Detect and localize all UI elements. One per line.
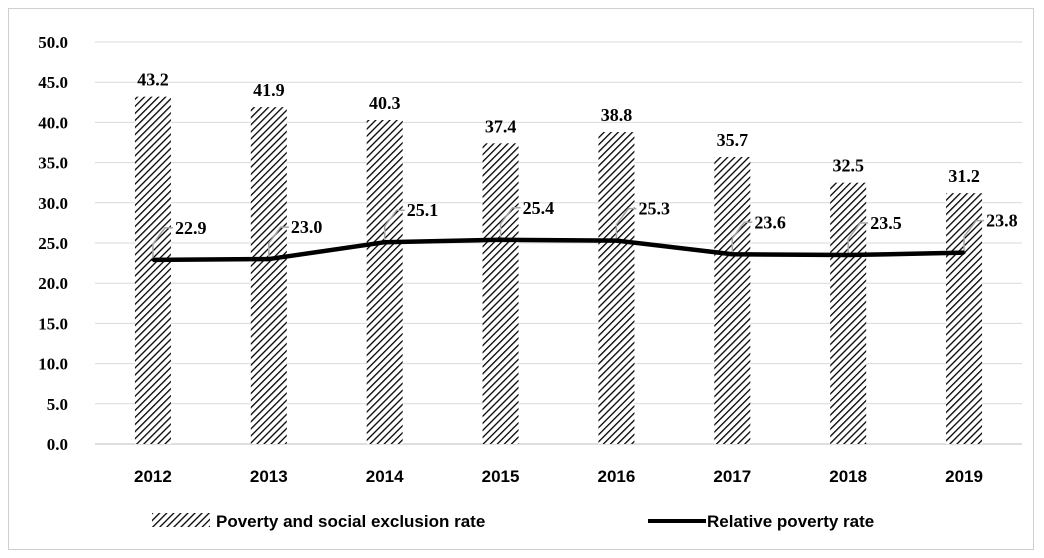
line-value-label: 25.4 [523,198,555,218]
y-tick-label: 0.0 [47,435,68,454]
y-tick-label: 10.0 [38,355,68,374]
leader-line [731,221,753,255]
leader-line [615,207,637,241]
x-tick-label: 2017 [713,467,751,486]
line-value-label: 25.1 [407,200,439,220]
gridlines [95,41,1022,445]
x-tick-label: 2014 [366,467,404,486]
bar [714,156,751,445]
bar [366,119,403,444]
y-tick-label: 25.0 [38,234,68,253]
x-tick-label: 2015 [482,467,520,486]
line-point [962,251,966,255]
y-tick-label: 45.0 [38,73,68,92]
leader-line [963,219,985,253]
legend-swatch-bars [152,513,210,527]
line-point [499,238,503,242]
y-tick-label: 30.0 [38,194,68,213]
bar-value-label: 35.7 [717,130,749,150]
legend-label-bars: Poverty and social exclusion rate [216,512,485,531]
bar-series [134,96,983,445]
line-value-label: 23.0 [291,217,323,237]
bar [250,107,287,445]
x-axis-ticks: 2012 2013 2014 2015 2016 2017 2018 2019 [134,467,983,486]
y-tick-label: 15.0 [38,314,68,333]
line-series-path [152,237,965,263]
y-tick-label: 5.0 [47,395,68,414]
y-tick-label: 50.0 [38,33,68,52]
y-tick-label: 40.0 [38,113,68,132]
line-label-leaders [152,207,985,260]
leader-line [152,227,173,260]
y-tick-label: 20.0 [38,274,68,293]
bar [598,132,635,444]
leader-line [499,207,521,240]
bar-value-label: 31.2 [948,166,980,186]
line-point [267,257,271,261]
leader-line [847,222,869,256]
legend: Poverty and social exclusion rate Relati… [152,512,874,531]
bar [830,182,867,444]
x-tick-label: 2018 [829,467,867,486]
bar-data-labels: 43.2 41.9 40.3 37.4 38.8 35.7 32.5 31.2 [137,70,980,186]
line-point [383,240,387,244]
x-tick-label: 2019 [945,467,983,486]
y-axis-ticks: 0.0 5.0 10.0 15.0 20.0 25.0 30.0 35.0 40.0 45.0 50… [38,33,68,454]
leader-line [268,226,289,260]
bar-value-label: 37.4 [485,116,517,136]
bar-value-label: 38.8 [601,105,633,125]
x-tick-label: 2013 [250,467,288,486]
bar [134,96,171,444]
y-tick-label: 35.0 [38,154,68,173]
line-value-label: 23.8 [986,211,1018,231]
bar [946,193,983,444]
x-tick-label: 2016 [598,467,636,486]
line-point [614,239,618,243]
line-value-label: 25.3 [638,199,670,219]
bar-value-label: 43.2 [137,70,169,90]
line-point [730,252,734,256]
line-point [151,258,155,262]
bar-value-label: 40.3 [369,93,401,113]
bar [482,143,519,444]
bar-value-label: 32.5 [832,156,864,176]
line-value-label: 22.9 [175,218,207,238]
line-value-label: 23.5 [870,213,902,233]
line-series [151,237,966,263]
bar-value-label: 41.9 [253,80,285,100]
leader-line [383,209,405,243]
x-tick-label: 2012 [134,467,172,486]
line-point [846,253,850,257]
legend-label-line: Relative poverty rate [707,512,874,531]
line-data-labels: 22.9 23.0 25.1 25.4 25.3 23.6 23.5 23.8 [175,198,1018,238]
line-value-label: 23.6 [754,212,786,232]
